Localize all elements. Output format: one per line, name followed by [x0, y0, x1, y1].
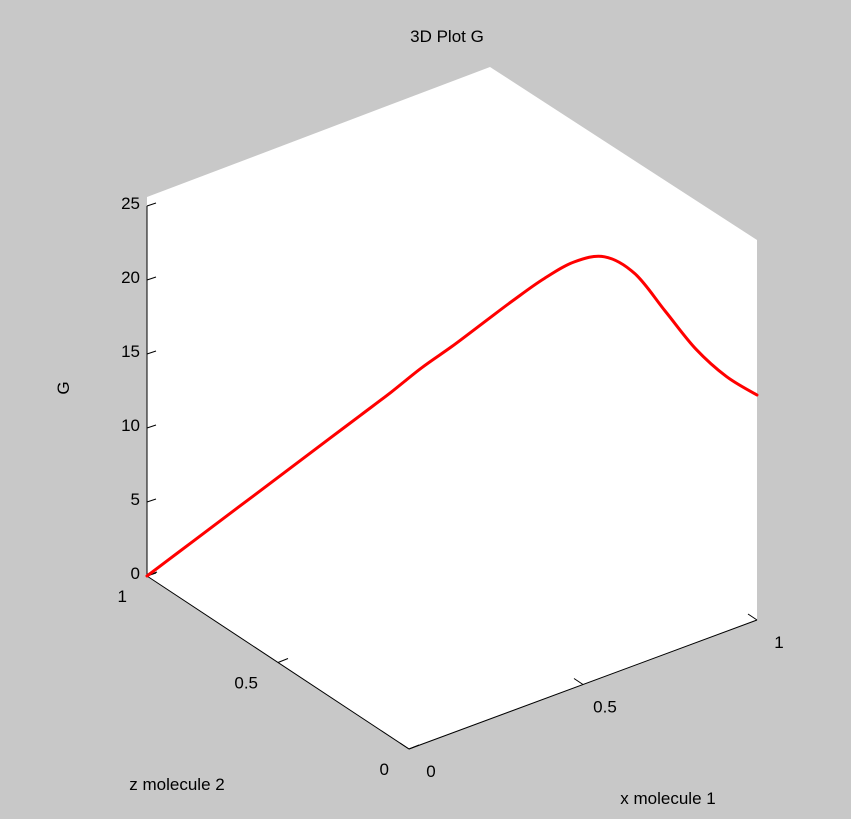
x-tick-label: 0 [426, 762, 435, 781]
x-tick-label: 1 [774, 633, 783, 652]
series-line-0 [145, 254, 759, 578]
z-tick-label: 5 [131, 490, 140, 509]
z-tick-label: 25 [121, 194, 140, 213]
y-tick [277, 658, 289, 663]
z-tick [146, 498, 157, 503]
plot-background [147, 67, 757, 749]
z-tick-label: 0 [131, 564, 140, 583]
y-tick [408, 744, 420, 750]
x-tick [573, 678, 584, 685]
y-tick-label: 1 [118, 587, 127, 606]
x-tick-label: 0.5 [593, 698, 617, 717]
x-tick [399, 742, 410, 750]
z-tick-label: 10 [121, 416, 140, 435]
z-tick [146, 202, 157, 207]
y-axis-label: z molecule 2 [129, 775, 224, 794]
z-tick-label: 20 [121, 268, 140, 287]
chart-title: 3D Plot G [410, 27, 484, 46]
z-tick-label: 15 [121, 342, 140, 361]
z-tick [146, 424, 157, 429]
x-axis-label: x molecule 1 [620, 789, 715, 808]
series-layer [145, 254, 759, 578]
z-tick [146, 350, 157, 355]
x-tick [747, 613, 758, 621]
y-tick-label: 0.5 [234, 674, 258, 693]
y-tick-label: 0 [380, 760, 389, 779]
z-tick [146, 276, 157, 281]
tick-marks [146, 202, 758, 750]
z-axis-label: G [54, 381, 73, 394]
